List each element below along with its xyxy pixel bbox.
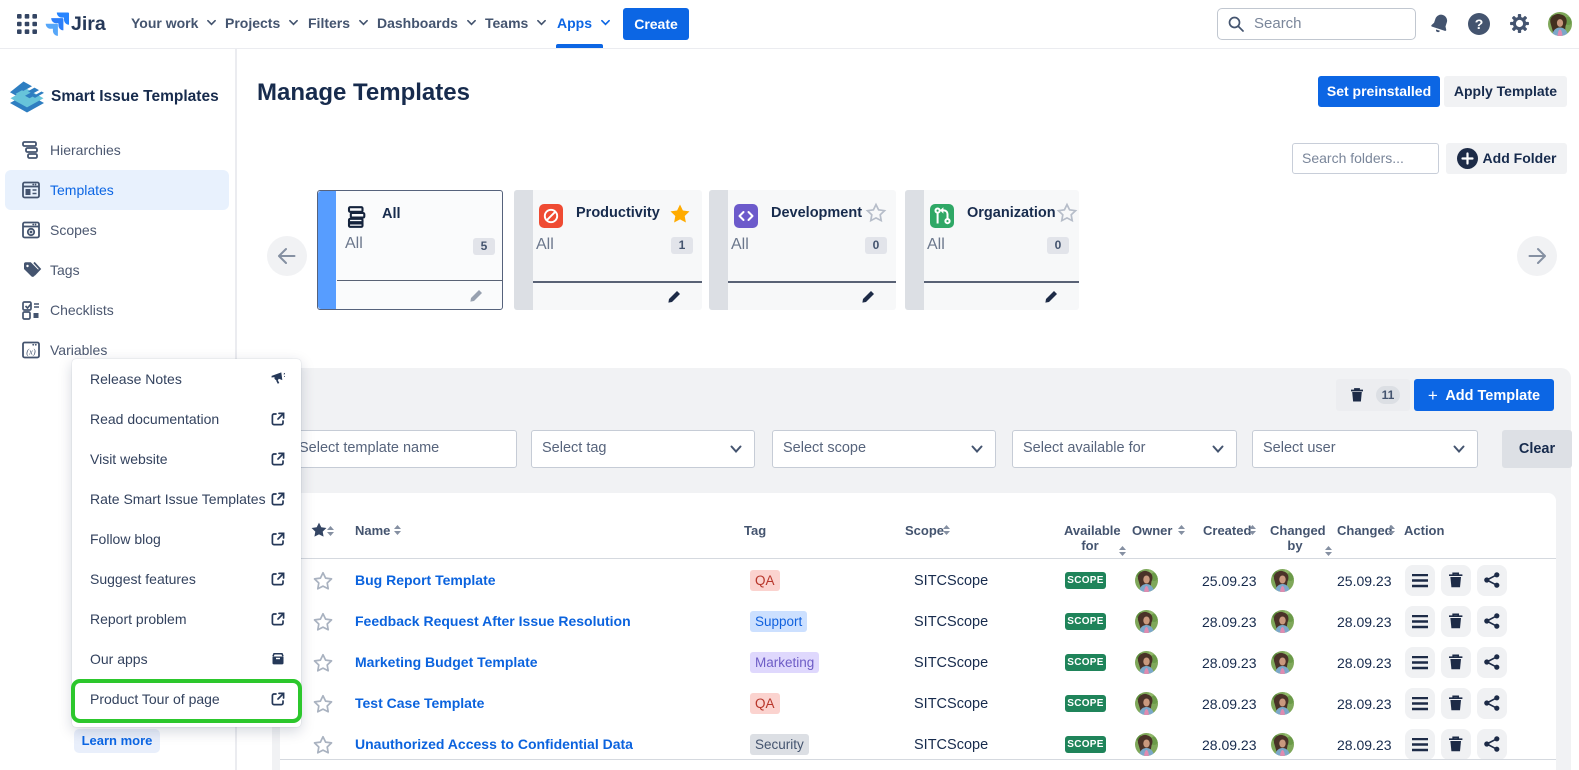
svg-text:?: ?: [1475, 16, 1484, 32]
svg-text:(x): (x): [26, 347, 36, 357]
